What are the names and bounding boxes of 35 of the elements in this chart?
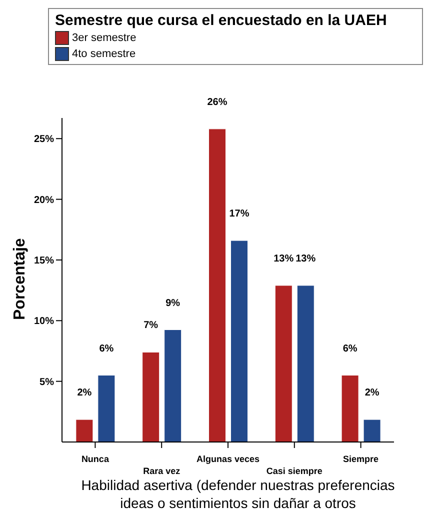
- bar: [296, 285, 314, 442]
- data-label: 9%: [166, 298, 180, 309]
- x-tick-label: Casi siempre: [266, 466, 322, 476]
- bar: [230, 240, 248, 442]
- bar: [142, 352, 160, 442]
- x-axis-title: Habilidad asertiva (defender nuestras preferencias ideas o sentimientos sin dañar a otros: [81, 477, 395, 511]
- bar: [274, 285, 292, 442]
- data-label: 13%: [274, 253, 294, 264]
- data-label: 2%: [364, 388, 380, 399]
- x-tick-label: Rara vez: [143, 466, 181, 476]
- data-label: 13%: [296, 253, 316, 264]
- bar: [76, 419, 94, 442]
- bar: [208, 128, 226, 442]
- bar: [164, 330, 182, 442]
- data-label: 17%: [229, 208, 250, 220]
- x-tick-label: Siempre: [343, 454, 379, 464]
- legend-label: 4to semestre: [72, 48, 136, 60]
- bar: [98, 375, 116, 442]
- legend-title: Semestre que cursa el encuestado en la UAEH: [55, 12, 388, 29]
- data-label: 2%: [77, 388, 92, 399]
- y-tick-label: 10%: [34, 316, 54, 328]
- y-tick-label: 20%: [34, 194, 54, 206]
- y-tick-label: 5%: [40, 376, 54, 388]
- data-label: 6%: [342, 343, 358, 354]
- data-label: 6%: [99, 343, 114, 354]
- legend-label: 3er semestre: [72, 32, 136, 44]
- data-label: 26%: [207, 96, 228, 108]
- bar: [363, 419, 381, 442]
- x-tick-label: Nunca: [81, 454, 110, 464]
- y-tick-label: 15%: [34, 256, 54, 267]
- bar: [341, 375, 359, 442]
- y-axis-title: Porcentaje: [12, 238, 29, 320]
- data-label: 7%: [144, 320, 158, 332]
- y-tick-label: 25%: [34, 134, 54, 146]
- x-tick-label: Algunas veces: [196, 454, 260, 464]
